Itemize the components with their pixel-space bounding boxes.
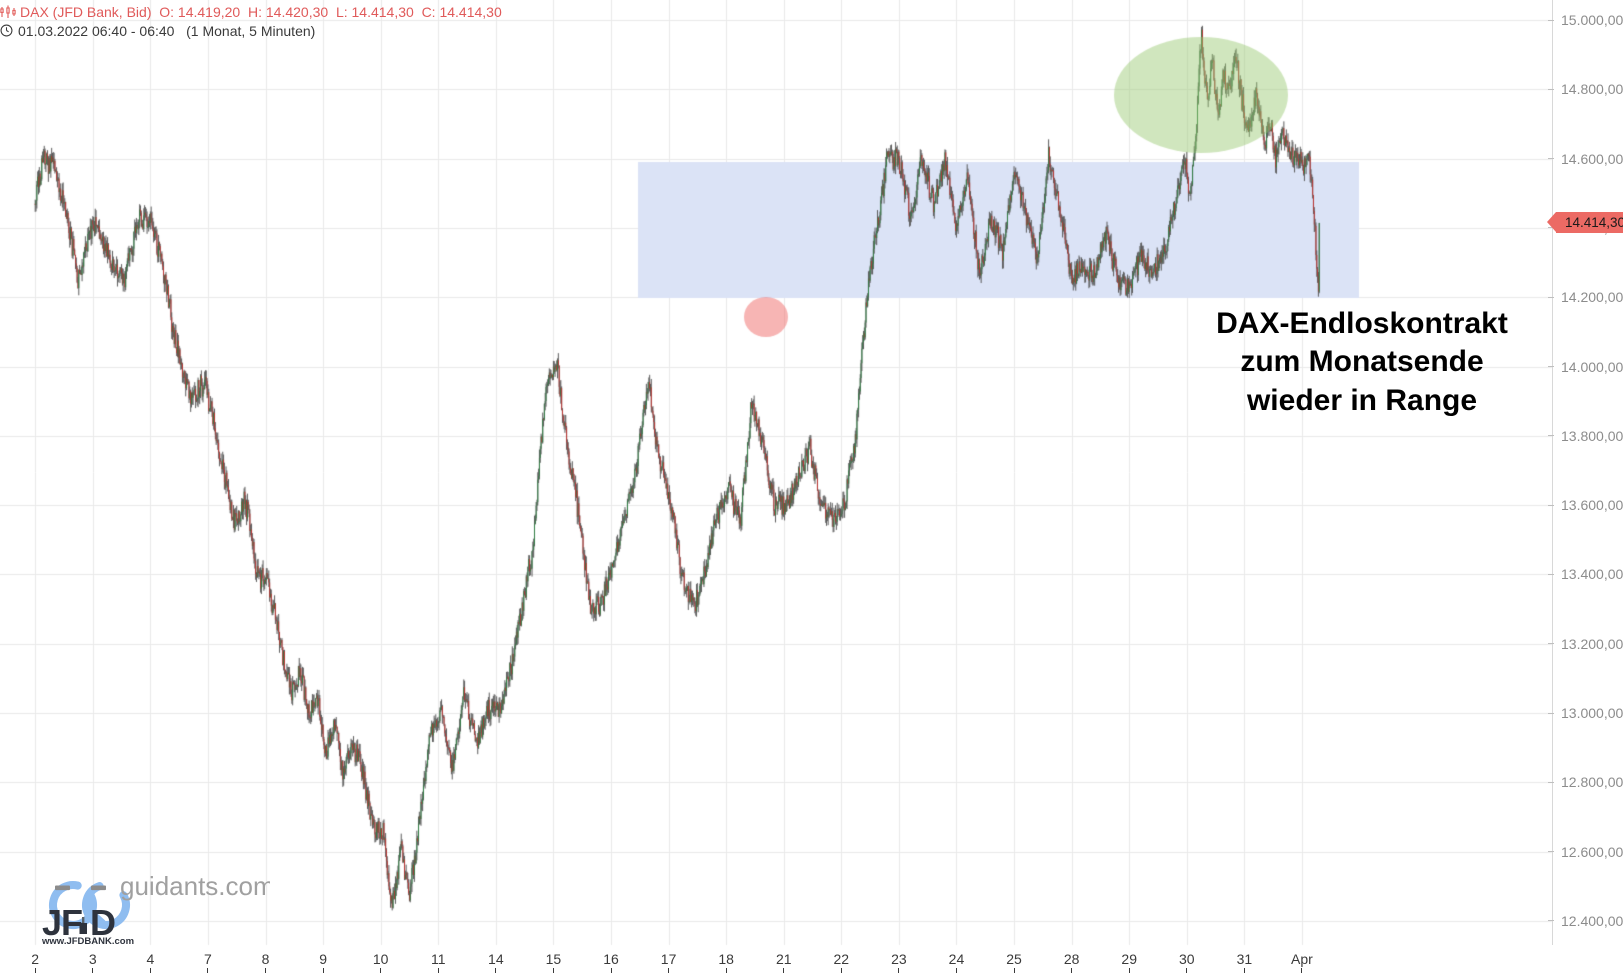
svg-text:www.JFDBANK.com: www.JFDBANK.com — [41, 936, 134, 945]
svg-text:guidants.com: guidants.com — [120, 871, 270, 901]
